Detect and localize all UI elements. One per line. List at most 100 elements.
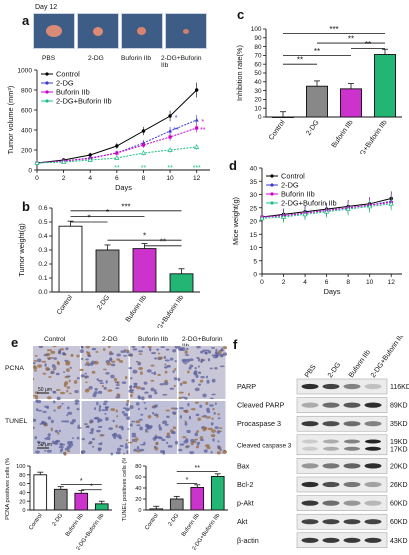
cell-nucleus [214, 402, 217, 405]
y-tick-label: 0.5 [38, 219, 47, 226]
data-point [280, 214, 287, 219]
cell-nucleus [66, 389, 69, 393]
cell-nucleus [42, 441, 46, 445]
blot-row-label: β-actin [237, 536, 259, 545]
x-tick-label: Control [144, 513, 160, 532]
significance-label: * [80, 478, 83, 485]
cell-nucleus [68, 443, 74, 447]
panel-letter-c: c [237, 7, 245, 22]
blot-strip [296, 397, 388, 413]
cell-nucleus [164, 423, 169, 426]
cell-nucleus [155, 441, 159, 446]
cell-nucleus [63, 451, 67, 456]
legend-marker [45, 99, 49, 103]
cell-nucleus [204, 351, 208, 355]
cell-nucleus [140, 443, 145, 446]
cell-nucleus [92, 393, 97, 398]
cell-nucleus [217, 413, 220, 416]
cell-nucleus [76, 436, 80, 440]
cell-nucleus [211, 393, 216, 396]
x-axis-title: Days [324, 287, 341, 296]
cell-nucleus [141, 396, 145, 401]
blot-size-label: 20KD [390, 463, 408, 470]
significance-label: ** [160, 237, 166, 246]
cell-nucleus [93, 417, 98, 420]
cell-nucleus [50, 372, 54, 374]
cell-nucleus [55, 389, 61, 392]
cell-nucleus [81, 438, 85, 441]
blot-strip [296, 458, 388, 474]
cell-nucleus [153, 371, 157, 376]
y-axis-title: Inhibition rate(%) [235, 45, 244, 101]
cell-nucleus [194, 432, 199, 437]
tumor-photo-strip: Day 12 [33, 4, 207, 52]
y-tick-label: 0.3 [38, 247, 47, 254]
cell-nucleus [150, 379, 155, 382]
data-point [302, 211, 308, 217]
cell-nucleus [105, 359, 111, 364]
cell-nucleus [138, 367, 144, 371]
cell-nucleus [36, 399, 42, 404]
cell-nucleus [80, 345, 84, 349]
significance-label: ** [141, 165, 147, 172]
blot-strip [296, 532, 388, 549]
blot-band [322, 481, 340, 488]
cell-nucleus [184, 350, 188, 355]
cell-nucleus [48, 376, 52, 378]
cell-nucleus [185, 438, 189, 442]
cell-nucleus [59, 391, 66, 395]
photo-labels: PBS 2-DG Buforin IIb 2-DG+Buforin IIb [33, 55, 209, 69]
blot-band [344, 446, 360, 451]
cell-nucleus [131, 391, 134, 394]
blot-row-label: Bax [237, 461, 250, 470]
cell-nucleus [211, 378, 216, 383]
cell-nucleus [104, 412, 107, 415]
cell-nucleus [67, 411, 73, 415]
cell-nucleus [62, 371, 66, 373]
cell-nucleus [131, 344, 136, 348]
cell-nucleus [205, 401, 209, 405]
legend-marker [45, 72, 49, 76]
y-tick-label: 70 [254, 53, 262, 60]
cell-nucleus [53, 442, 59, 445]
cell-nucleus [45, 422, 48, 426]
cell-nucleus [201, 415, 205, 418]
cell-nucleus [211, 417, 214, 420]
cell-nucleus [188, 415, 192, 420]
cell-nucleus [189, 364, 194, 368]
cell-nucleus [69, 366, 72, 369]
cell-nucleus [202, 393, 207, 398]
cell-nucleus [152, 411, 155, 415]
cell-nucleus [89, 431, 92, 434]
data-point [168, 135, 172, 139]
bar [149, 508, 164, 511]
cell-nucleus [215, 352, 221, 357]
y-tick-label: 40 [254, 79, 262, 86]
cell-nucleus [36, 358, 42, 363]
x-tick-label: 6 [115, 175, 119, 182]
cell-nucleus [178, 396, 182, 400]
cell-nucleus [182, 436, 187, 439]
cell-nucleus [80, 450, 86, 454]
cell-nucleus [45, 436, 51, 441]
cell-nucleus [149, 347, 152, 352]
cell-nucleus [210, 397, 214, 400]
legend-label: Control [281, 172, 305, 181]
cell-nucleus [212, 438, 215, 442]
cell-nucleus [88, 385, 93, 390]
cell-nucleus [67, 449, 71, 453]
cell-nucleus [205, 375, 208, 379]
cell-nucleus [85, 381, 88, 384]
y-tick-label: 80 [254, 44, 262, 51]
cell-nucleus [85, 344, 90, 349]
cell-nucleus [33, 359, 38, 362]
cell-nucleus [165, 435, 171, 439]
cell-nucleus [96, 378, 99, 381]
cell-nucleus [196, 356, 200, 359]
cell-nucleus [186, 429, 191, 434]
y-tick-label: 20 [250, 219, 258, 226]
blot-size-label: 43KD [390, 538, 408, 545]
cell-nucleus [157, 356, 164, 360]
y-axis-title: Mice weight(g) [231, 197, 240, 245]
cell-nucleus [61, 420, 67, 423]
